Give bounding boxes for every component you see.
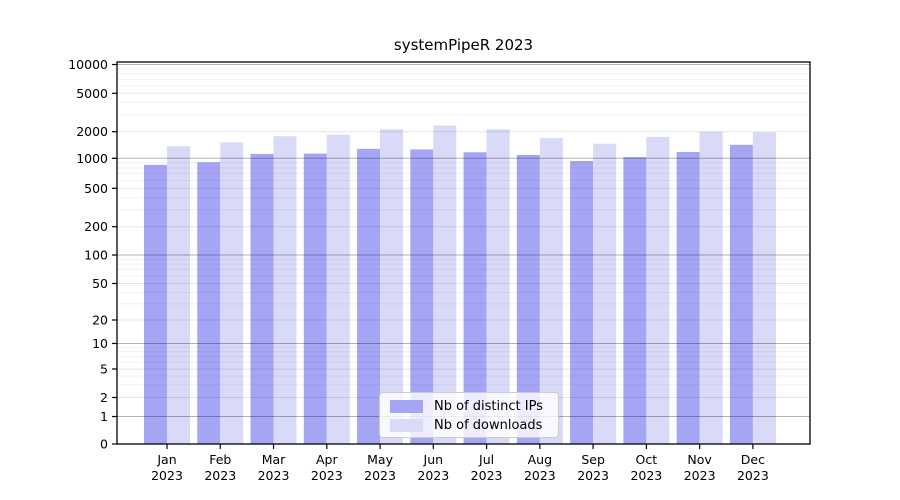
x-tick-label-month: Jan (156, 452, 176, 467)
y-tick-label: 1000 (76, 151, 108, 166)
x-tick-label-month: Oct (636, 452, 658, 467)
bar-nov-distinct-ips (676, 151, 700, 444)
x-tick-label-year: 2023 (311, 468, 343, 483)
y-tick-label: 0 (100, 437, 108, 452)
bar-apr-distinct-ips (303, 153, 327, 445)
bar-jun-downloads (433, 125, 457, 444)
y-tick-label: 500 (84, 181, 108, 196)
bar-mar-distinct-ips (250, 153, 274, 444)
legend-swatch-distinct-ips (390, 400, 423, 413)
bar-jul-distinct-ips (463, 152, 487, 444)
x-tick-label-year: 2023 (524, 468, 556, 483)
bar-may-downloads (380, 129, 404, 444)
x-tick-label-year: 2023 (684, 468, 716, 483)
x-tick-label-year: 2023 (417, 468, 449, 483)
x-tick-label-year: 2023 (258, 468, 290, 483)
x-tick-label-month: Mar (262, 452, 286, 467)
chart-title: systemPipeR 2023 (393, 36, 534, 54)
y-tick-label: 2 (100, 390, 108, 405)
y-tick-label: 20 (92, 313, 108, 328)
bar-jan-distinct-ips (144, 164, 167, 444)
x-tick-label-year: 2023 (204, 468, 236, 483)
bar-sep-downloads (593, 143, 617, 445)
x-tick-label-month: Jun (423, 452, 444, 467)
x-tick-label-year: 2023 (630, 468, 662, 483)
y-tick-label: 5000 (76, 86, 108, 101)
bar-feb-downloads (220, 142, 244, 444)
bar-dec-downloads (752, 132, 776, 444)
y-tick-label: 1 (100, 409, 108, 424)
x-tick-label-month: Aug (528, 452, 552, 467)
bar-feb-distinct-ips (197, 162, 221, 444)
plot-border (116, 61, 811, 445)
y-tick-label: 200 (84, 219, 108, 234)
bar-nov-downloads (699, 131, 723, 444)
y-tick-label: 5 (100, 362, 108, 377)
bar-oct-downloads (646, 136, 670, 445)
x-tick-label-month: Jul (478, 452, 494, 467)
legend: Nb of distinct IPs Nb of downloads (379, 392, 559, 438)
bar-oct-distinct-ips (623, 157, 647, 445)
y-tick-label: 50 (92, 276, 108, 291)
bar-jun-distinct-ips (410, 149, 434, 445)
bar-jul-downloads (486, 129, 510, 444)
bar-aug-downloads (539, 138, 563, 444)
y-tick-label: 2000 (76, 124, 108, 139)
x-tick-label-year: 2023 (737, 468, 769, 483)
bar-may-distinct-ips (357, 148, 381, 444)
y-tick-label: 10 (92, 336, 108, 351)
bar-mar-downloads (273, 136, 297, 444)
legend-label-distinct-ips: Nb of distinct IPs (434, 399, 543, 414)
y-tick-label: 100 (84, 248, 108, 263)
x-tick-label-month: Sep (581, 452, 605, 467)
bar-aug-distinct-ips (516, 154, 540, 445)
bar-dec-distinct-ips (729, 144, 753, 444)
x-tick-label-year: 2023 (151, 468, 183, 483)
legend-item-distinct-ips: Nb of distinct IPs (390, 397, 558, 416)
bar-jan-downloads (167, 146, 190, 444)
legend-label-downloads: Nb of downloads (434, 418, 543, 433)
x-tick-label-year: 2023 (577, 468, 609, 483)
legend-item-downloads: Nb of downloads (390, 416, 558, 435)
x-tick-label-month: Apr (316, 452, 338, 467)
bar-sep-distinct-ips (570, 160, 594, 444)
legend-swatch-downloads (390, 419, 423, 432)
x-tick-label-month: May (367, 452, 393, 467)
x-tick-label-year: 2023 (471, 468, 503, 483)
x-tick-label-month: Feb (209, 452, 231, 467)
x-tick-label-month: Dec (741, 452, 765, 467)
bar-apr-downloads (326, 134, 350, 444)
x-tick-label-year: 2023 (364, 468, 396, 483)
x-tick-label-month: Nov (687, 452, 712, 467)
y-tick-label: 10000 (68, 57, 108, 72)
